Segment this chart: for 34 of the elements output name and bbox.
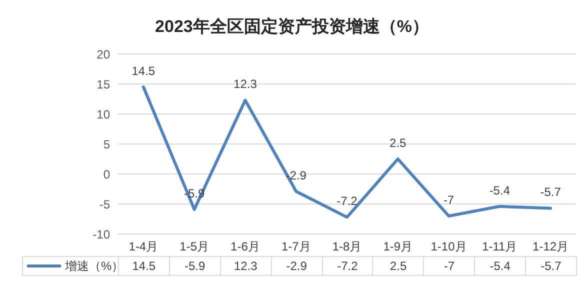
data-label: 14.5 <box>132 64 156 78</box>
x-tick-label: 1-10月 <box>430 240 467 254</box>
y-tick-label: 15 <box>96 77 110 92</box>
text: -5.7 <box>526 256 576 276</box>
data-label: 2.5 <box>390 136 407 150</box>
text: -5.9 <box>169 256 220 276</box>
y-tick-label: -10 <box>92 227 110 242</box>
data-label: -7.2 <box>336 194 358 208</box>
data-label: 12.3 <box>234 77 258 92</box>
y-tick-label: 5 <box>103 137 110 152</box>
y-tick-label: -5 <box>99 197 110 212</box>
text: -7.2 <box>322 256 373 276</box>
x-tick-label: 1-4月 <box>128 240 158 254</box>
text: -5.4 <box>474 256 526 276</box>
data-label: -7 <box>443 193 454 207</box>
data-label: -5.4 <box>489 183 510 198</box>
text: -2.9 <box>271 256 322 276</box>
x-tick-label: 1-9月 <box>383 240 413 254</box>
x-tick-label: 1-11月 <box>482 240 518 254</box>
legend-label: 增速（%） <box>65 258 124 274</box>
text: 12.3 <box>220 256 272 276</box>
text: 14.5 <box>132 259 156 273</box>
y-tick-label: 20 <box>96 47 110 62</box>
data-label: -5.7 <box>540 185 562 200</box>
x-tick-label: 1-12月 <box>532 240 569 254</box>
x-tick-label: 1-6月 <box>230 240 260 254</box>
x-tick-label: 1-8月 <box>332 240 362 254</box>
y-tick-label: 0 <box>103 167 110 182</box>
y-tick-label: 10 <box>96 107 110 122</box>
x-tick-label: 1-5月 <box>180 240 210 254</box>
text: -7 <box>424 256 475 276</box>
chart-title: 2023年全区固定资产投资增速（%） <box>154 16 430 38</box>
text: 2.5 <box>372 256 424 276</box>
x-tick-label: 1-7月 <box>281 240 311 254</box>
